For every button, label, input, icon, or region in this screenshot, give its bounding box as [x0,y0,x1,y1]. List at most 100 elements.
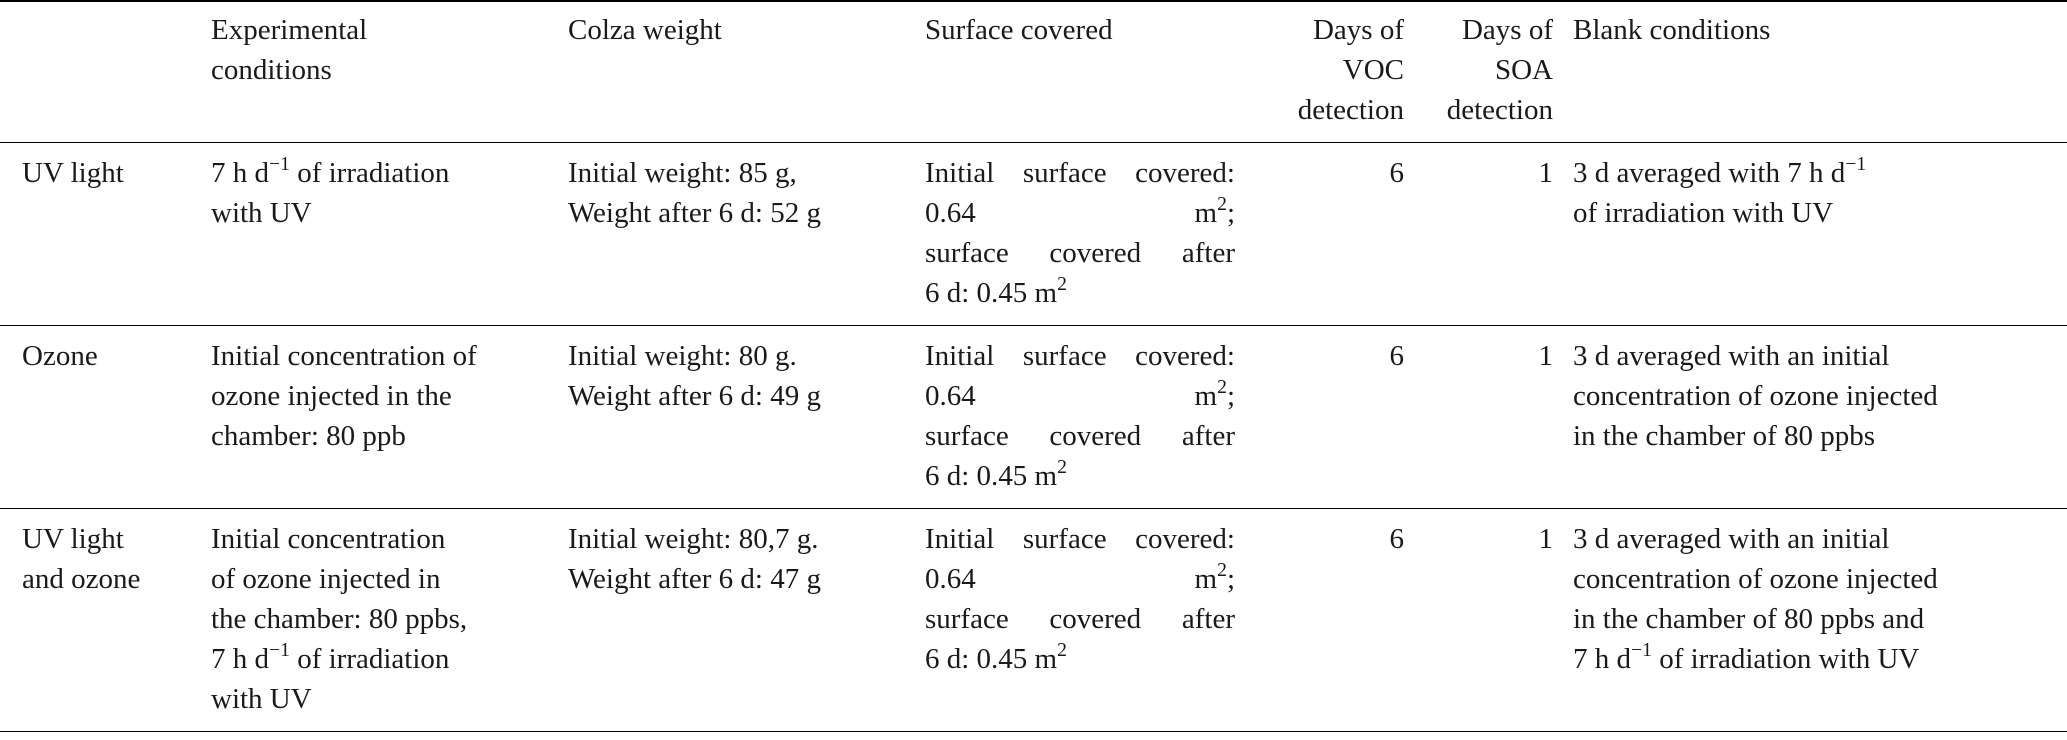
cell-text: of irradiation with UV [1573,197,1834,229]
cell-text: Initial concentration [211,523,446,555]
row-label: UV light [0,143,201,326]
cell-experimental-conditions: Initial concentration of ozone injected i… [201,509,558,732]
cell-days-soa: 1 [1538,157,1554,189]
cell-text: Initial weight: 80 g. [568,340,797,372]
cell-text: of ozone injected in [211,563,441,595]
cell-text: Weight after 6 d: 52 g [568,197,821,229]
cell-text: 7 h d [211,643,269,675]
row-label-line: UV light [22,523,124,555]
header-line: detection [1297,94,1404,126]
cell-line: 7 h d−1 of irradiation [211,153,548,193]
cell-line: the chamber: 80 ppbs, [211,599,548,639]
cell-line: Weight after 6 d: 47 g [568,559,905,599]
header-line: conditions [211,54,332,86]
cell-line: surface covered after [925,416,1235,456]
header-line: detection [1446,94,1553,126]
cell-text: 6 d: 0.45 m [925,460,1058,492]
header-line: Days of [1312,14,1404,46]
header-surface-covered: Surface covered [925,14,1113,46]
table-row: UV light and ozone Initial concentration of… [0,509,2067,732]
row-label: UV light and ozone [0,509,201,732]
cell-blank-conditions: 3 d averaged with an initial concentratio… [1563,326,2067,509]
cell-text: of irradiation [289,157,450,189]
cell-text: 6 d: 0.45 m [925,277,1058,309]
table-row: UV light 7 h d−1 of irradiation with UV Ini… [0,143,2067,326]
cell-surface-covered: Initial surface covered: 0.64 m2; surface … [915,143,1245,326]
cell-text: of irradiation with UV [1651,643,1920,675]
cell-line: Weight after 6 d: 52 g [568,193,905,233]
cell-superscript: −1 [1845,153,1867,176]
cell-line: 3 d averaged with an initial [1573,336,2057,376]
cell-text: Initial weight: 80,7 g. [568,523,819,555]
cell-line: Weight after 6 d: 49 g [568,376,905,416]
cell-line: surface covered after [925,599,1235,639]
cell-days-voc: 6 [1389,157,1405,189]
cell-line: of irradiation with UV [1573,193,2057,233]
cell-line: in the chamber of 80 ppbs and [1573,599,2057,639]
cell-text: 0.64 m [925,197,1218,229]
cell-line: 0.64 m2; [925,193,1235,233]
cell-text: ozone injected in the [211,380,452,412]
table-row: Ozone Initial concentration of ozone injec… [0,326,2067,509]
cell-text: Initial surface covered: [925,340,1235,372]
cell-text: surface covered after [925,420,1235,452]
cell-text: 3 d averaged with an initial [1573,523,1890,555]
header-days-soa: Days of SOA detection [1414,1,1563,143]
cell-line: 7 h d−1 of irradiation [211,639,548,679]
cell-line: 0.64 m2; [925,559,1235,599]
cell-line: 3 d averaged with 7 h d−1 [1573,153,2057,193]
cell-text: with UV [211,197,312,229]
row-label: Ozone [0,326,201,509]
cell-text: 6 d: 0.45 m [925,643,1058,675]
cell-superscript: −1 [269,639,290,662]
header-row: Experimental conditions Colza weight Sur… [0,1,2067,143]
cell-line: Initial surface covered: [925,153,1235,193]
cell-blank-conditions: 3 d averaged with 7 h d−1 of irradiation … [1563,143,2067,326]
cell-superscript: −1 [1631,639,1652,662]
cell-text: ; [1226,380,1235,412]
cell-line: concentration of ozone injected [1573,376,2057,416]
cell-colza-weight: Initial weight: 80 g. Weight after 6 d: 4… [558,326,915,509]
cell-superscript: 2 [1217,193,1227,216]
cell-superscript: 2 [1057,273,1067,296]
cell-days-voc: 6 [1389,523,1405,555]
cell-line: in the chamber of 80 ppbs [1573,416,2057,456]
cell-colza-weight: Initial weight: 85 g, Weight after 6 d: 5… [558,143,915,326]
cell-text: 7 h d [211,157,269,189]
row-label-line: and ozone [22,563,141,595]
cell-text: concentration of ozone injected [1573,563,1938,595]
cell-line: 3 d averaged with an initial [1573,519,2057,559]
cell-text: in the chamber of 80 ppbs [1573,420,1876,452]
cell-line: 6 d: 0.45 m2 [925,273,1235,313]
cell-text: surface covered after [925,237,1235,269]
cell-line: Initial weight: 80 g. [568,336,905,376]
cell-text: 0.64 m [925,563,1218,595]
cell-surface-covered: Initial surface covered: 0.64 m2; surface … [915,326,1245,509]
cell-text: of irradiation [289,643,450,675]
cell-text: concentration of ozone injected [1573,380,1938,412]
cell-blank-conditions: 3 d averaged with an initial concentratio… [1563,509,2067,732]
cell-line: Initial concentration [211,519,548,559]
cell-text: 3 d averaged with 7 h d [1573,157,1846,189]
cell-text: the chamber: 80 ppbs, [211,603,468,635]
cell-text: chamber: 80 ppb [211,420,406,452]
cell-line: concentration of ozone injected [1573,559,2057,599]
cell-superscript: 2 [1057,456,1067,479]
cell-line: Initial surface covered: [925,519,1235,559]
cell-superscript: 2 [1217,559,1227,582]
cell-line: with UV [211,679,548,719]
cell-experimental-conditions: 7 h d−1 of irradiation with UV [201,143,558,326]
cell-text: surface covered after [925,603,1235,635]
cell-surface-covered: Initial surface covered: 0.64 m2; surface … [915,509,1245,732]
cell-line: 7 h d−1 of irradiation with UV [1573,639,2057,679]
cell-colza-weight: Initial weight: 80,7 g. Weight after 6 d:… [558,509,915,732]
cell-superscript: 2 [1217,376,1227,399]
header-colza-weight: Colza weight [568,14,722,46]
header-experimental-conditions: Experimental conditions [201,1,558,143]
cell-text: ; [1226,197,1235,229]
header-blank-conditions: Blank conditions [1573,14,1771,46]
cell-superscript: −1 [269,153,290,176]
cell-days-voc: 6 [1389,340,1405,372]
cell-line: Initial concentration of [211,336,548,376]
